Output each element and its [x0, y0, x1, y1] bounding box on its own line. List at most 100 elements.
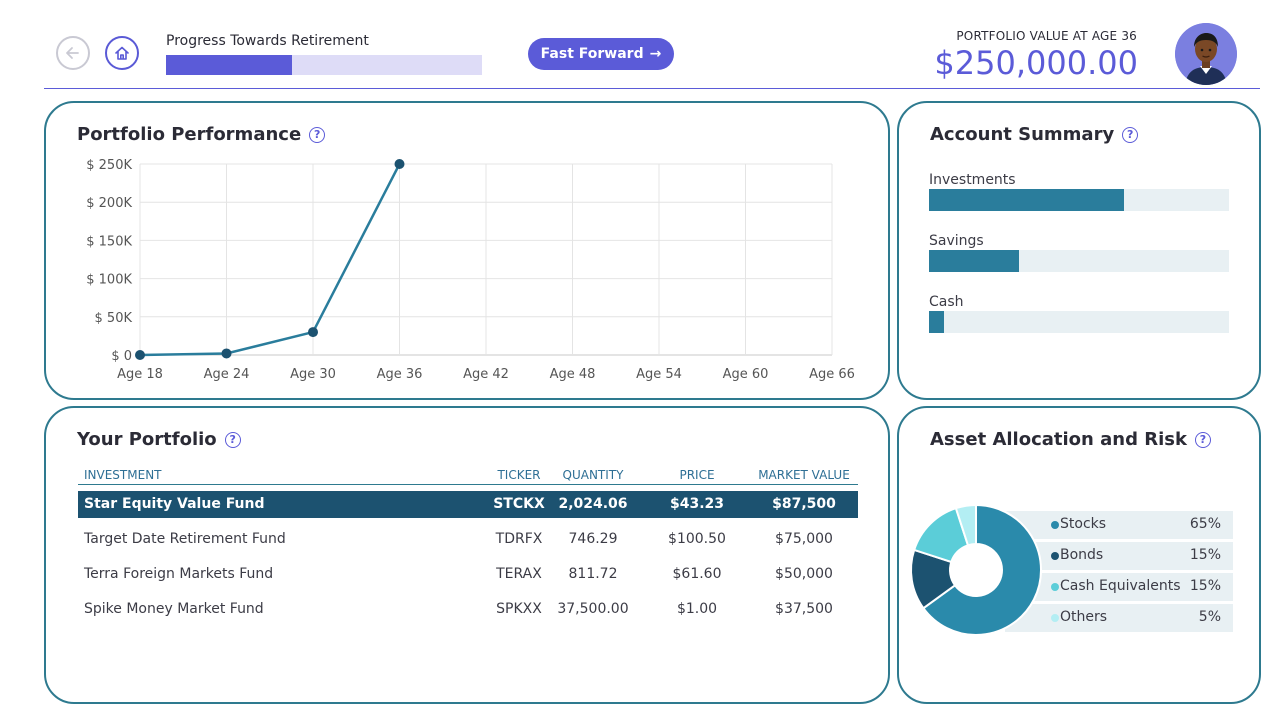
x-tick-label: Age 24 — [204, 367, 250, 382]
legend-dot-stocks — [1051, 521, 1059, 529]
back-button[interactable] — [56, 36, 90, 70]
legend-dot-bonds — [1051, 552, 1059, 560]
cell-ticker: TDRFX — [495, 531, 543, 547]
account-bar-investments — [929, 189, 1229, 211]
your-portfolio-title-text: Your Portfolio — [77, 429, 217, 450]
data-point — [394, 159, 405, 169]
legend-label-bonds: Bonds — [1060, 547, 1104, 563]
cell-market-value: $75,000 — [775, 531, 833, 547]
cell-investment: Spike Money Market Fund — [84, 601, 264, 617]
x-tick-label: Age 36 — [377, 367, 423, 382]
y-tick-label: $ 200K — [86, 196, 132, 211]
y-tick-label: $ 250K — [86, 158, 132, 173]
account-label-savings: Savings — [929, 233, 984, 249]
account-summary-card: Account Summary ? Investments Savings Ca… — [897, 101, 1261, 400]
column-header-ticker[interactable]: TICKER — [497, 468, 541, 482]
account-label-investments: Investments — [929, 172, 1016, 188]
table-row[interactable]: Spike Money Market Fund SPKXX 37,500.00 … — [78, 596, 858, 623]
x-tick-label: Age 66 — [809, 367, 855, 382]
legend-row-cash-equivalents: Cash Equivalents 15% — [1005, 573, 1233, 601]
data-point — [135, 350, 145, 360]
cell-quantity: 37,500.00 — [557, 601, 629, 617]
cell-market-value: $50,000 — [775, 566, 833, 582]
account-bar-savings — [929, 250, 1229, 272]
cell-investment: Star Equity Value Fund — [84, 496, 265, 512]
progress-label: Progress Towards Retirement — [166, 33, 369, 49]
y-tick-label: $ 150K — [86, 234, 132, 249]
legend-label-stocks: Stocks — [1060, 516, 1107, 532]
cell-price: $1.00 — [676, 601, 718, 617]
account-bar-fill-cash — [929, 311, 944, 333]
legend-label-others: Others — [1060, 609, 1108, 625]
cell-ticker: TERAX — [496, 566, 542, 582]
help-icon[interactable]: ? — [224, 431, 241, 448]
y-tick-label: $ 0 — [111, 349, 132, 364]
cell-ticker: SPKXX — [496, 601, 542, 617]
cell-price: $61.60 — [672, 566, 722, 582]
data-point — [308, 327, 318, 338]
cell-market-value: $37,500 — [775, 601, 833, 617]
help-icon[interactable]: ? — [309, 126, 326, 143]
legend-dot-cash-equivalents — [1051, 583, 1059, 591]
donut-slice-others — [954, 503, 977, 547]
table-row[interactable]: Star Equity Value Fund STCKX 2,024.06 $4… — [78, 491, 858, 518]
legend-value-stocks: 65% — [1189, 516, 1221, 532]
portfolio-performance-title-text: Portfolio Performance — [77, 124, 302, 145]
column-header-investment[interactable]: INVESTMENT — [84, 468, 162, 482]
legend-label-cash-equivalents: Cash Equivalents — [1060, 578, 1181, 594]
help-icon[interactable]: ? — [1194, 431, 1211, 448]
cell-price: $100.50 — [668, 531, 726, 547]
home-button[interactable] — [105, 36, 139, 70]
account-bar-fill-investments — [929, 189, 1124, 211]
x-tick-label: Age 18 — [117, 367, 163, 382]
x-tick-label: Age 42 — [463, 367, 509, 382]
your-portfolio-card: Your Portfolio ? INVESTMENT TICKER QUANT… — [44, 406, 890, 704]
cell-quantity: 2,024.06 — [558, 496, 628, 512]
legend-row-stocks: Stocks 65% — [1005, 511, 1233, 539]
table-row[interactable]: Terra Foreign Markets Fund TERAX 811.72 … — [78, 561, 858, 588]
x-tick-label: Age 48 — [550, 367, 596, 382]
help-icon[interactable]: ? — [1122, 126, 1139, 143]
account-bar-fill-savings — [929, 250, 1019, 272]
cell-ticker: STCKX — [493, 496, 545, 512]
your-portfolio-title: Your Portfolio ? — [77, 429, 241, 450]
x-tick-label: Age 60 — [723, 367, 769, 382]
header-divider — [44, 88, 1260, 89]
y-tick-label: $ 100K — [86, 273, 132, 288]
portfolio-performance-chart: $ 0 $ 50K $ 100K $ 150K $ 200K $ 250K Age 18 Ag… — [86, 158, 855, 382]
legend-value-cash-equivalents: 15% — [1189, 578, 1221, 594]
column-header-market-value[interactable]: MARKET VALUE — [758, 468, 850, 482]
y-tick-label: $ 50K — [95, 311, 133, 326]
fast-forward-button[interactable]: Fast Forward → — [528, 38, 674, 70]
asset-allocation-title: Asset Allocation and Risk ? — [930, 429, 1211, 450]
donut-slice-stocks — [922, 503, 1042, 636]
portfolio-performance-title: Portfolio Performance ? — [77, 124, 326, 145]
account-summary-title-text: Account Summary — [930, 124, 1115, 145]
legend-row-others: Others 5% — [1005, 604, 1233, 632]
portfolio-value: $250,000.00 — [934, 44, 1138, 82]
data-point — [221, 348, 232, 359]
account-summary-title: Account Summary ? — [930, 124, 1139, 145]
account-bar-cash — [929, 311, 1229, 333]
table-row[interactable]: Target Date Retirement Fund TDRFX 746.29… — [78, 526, 858, 553]
asset-allocation-title-text: Asset Allocation and Risk — [930, 429, 1187, 450]
user-avatar-icon — [1175, 23, 1237, 85]
x-tick-label: Age 54 — [636, 367, 682, 382]
avatar[interactable] — [1175, 23, 1237, 85]
asset-allocation-donut-chart — [910, 503, 1042, 636]
cell-investment: Target Date Retirement Fund — [84, 531, 286, 547]
portfolio-value-line — [139, 163, 401, 357]
retirement-progress-bar — [166, 55, 482, 75]
column-header-price[interactable]: PRICE — [679, 468, 715, 482]
legend-row-bonds: Bonds 15% — [1005, 542, 1233, 570]
home-icon — [115, 46, 129, 60]
cell-market-value: $87,500 — [772, 496, 836, 512]
legend-value-others: 5% — [1198, 609, 1221, 625]
column-header-quantity[interactable]: QUANTITY — [562, 468, 624, 482]
legend-value-bonds: 15% — [1189, 547, 1221, 563]
cell-quantity: 746.29 — [568, 531, 618, 547]
fast-forward-label: Fast Forward — [540, 46, 644, 62]
portfolio-performance-card: Portfolio Performance ? $ 0 $ 50K $ 100K $ … — [44, 101, 890, 400]
legend-dot-others — [1051, 614, 1059, 622]
portfolio-value-label: PORTFOLIO VALUE AT AGE 36 — [956, 29, 1137, 43]
